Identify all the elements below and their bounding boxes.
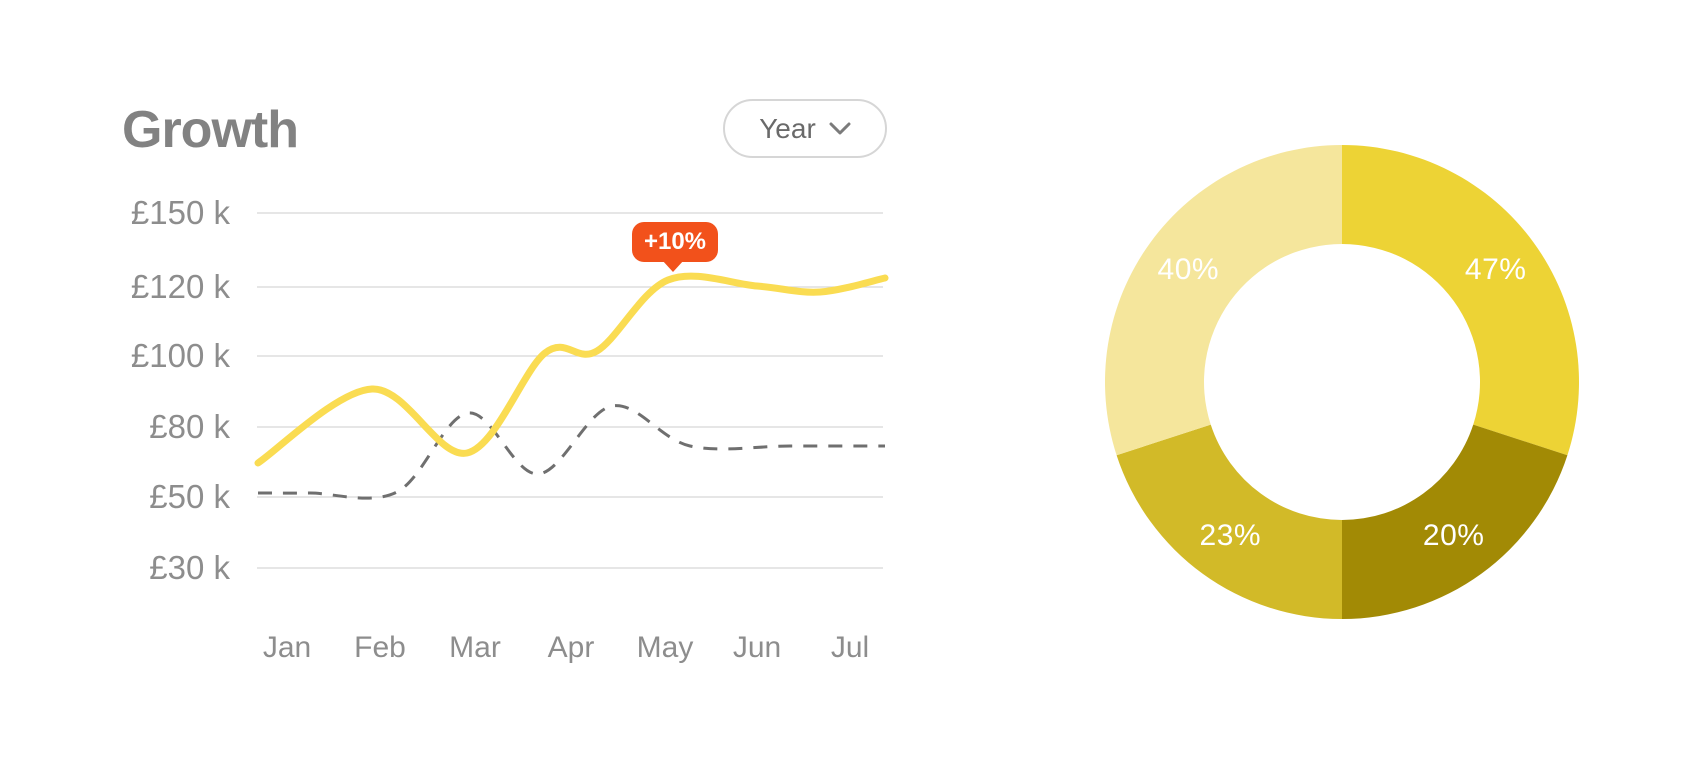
annotation-label: +10% xyxy=(643,228,707,255)
series-line-previous-period xyxy=(257,404,885,500)
annotation-badge: +10% xyxy=(632,222,718,272)
x-axis-label: Feb xyxy=(354,631,406,664)
donut-segment-47 xyxy=(1342,145,1579,456)
x-axis-label: Jul xyxy=(830,631,870,664)
y-axis-label: £50 k xyxy=(149,478,230,515)
donut-segment-23 xyxy=(1116,424,1342,619)
period-selector-button[interactable]: Year xyxy=(723,99,887,158)
chevron-down-icon xyxy=(829,122,851,134)
page-title: Growth xyxy=(122,101,299,159)
y-axis-label: £80 k xyxy=(149,408,230,445)
y-axis-label: £120 k xyxy=(130,268,230,305)
donut-segment-40 xyxy=(1105,145,1342,456)
donut-segment-20 xyxy=(1342,424,1568,619)
annotation-badge-tail xyxy=(662,260,684,272)
x-axis-label: Jan xyxy=(262,631,312,664)
y-axis-label: £30 k xyxy=(149,549,230,586)
y-axis-label: £100 k xyxy=(130,337,230,374)
donut-segment-label: 47% xyxy=(1464,253,1527,287)
donut-segment-label: 20% xyxy=(1422,518,1485,552)
series-line-growth xyxy=(254,272,889,467)
x-axis-label: Mar xyxy=(449,631,501,664)
x-axis-label: Apr xyxy=(547,631,595,664)
x-axis-label: May xyxy=(636,631,694,664)
period-selector-label: Year xyxy=(759,112,816,144)
donut-segment-label: 23% xyxy=(1199,518,1262,552)
donut-segment-label: 40% xyxy=(1157,253,1220,287)
x-axis-label: Jun xyxy=(732,631,782,664)
y-axis-label: £150 k xyxy=(130,194,230,231)
